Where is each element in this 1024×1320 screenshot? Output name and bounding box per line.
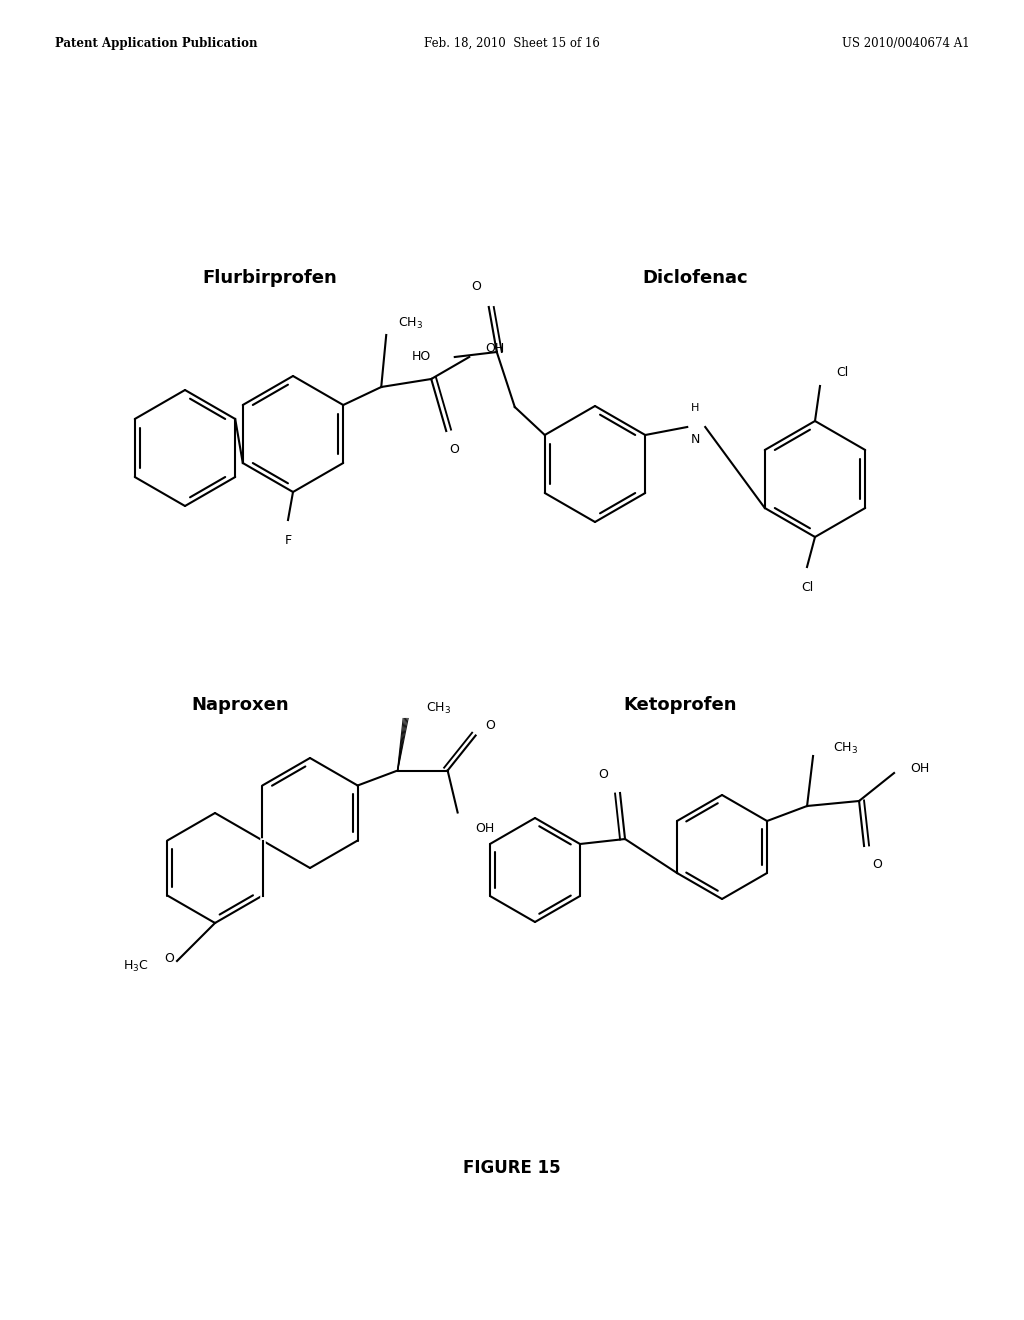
Text: Feb. 18, 2010  Sheet 15 of 16: Feb. 18, 2010 Sheet 15 of 16 bbox=[424, 37, 600, 50]
Text: H: H bbox=[691, 403, 699, 413]
Text: CH$_3$: CH$_3$ bbox=[426, 701, 451, 715]
Text: Cl: Cl bbox=[801, 581, 813, 594]
Text: Cl: Cl bbox=[836, 366, 848, 379]
Text: O: O bbox=[450, 444, 459, 455]
Text: FIGURE 15: FIGURE 15 bbox=[463, 1159, 561, 1177]
Text: O: O bbox=[872, 858, 882, 871]
Text: Ketoprofen: Ketoprofen bbox=[624, 696, 736, 714]
Text: CH$_3$: CH$_3$ bbox=[834, 741, 858, 755]
Text: OH: OH bbox=[475, 822, 495, 836]
Text: CH$_3$: CH$_3$ bbox=[398, 315, 423, 330]
Text: OH: OH bbox=[910, 762, 930, 775]
Text: N: N bbox=[690, 433, 700, 446]
Text: H$_3$C: H$_3$C bbox=[124, 958, 150, 974]
Text: F: F bbox=[285, 535, 292, 546]
Text: Naproxen: Naproxen bbox=[191, 696, 289, 714]
Text: Flurbirprofen: Flurbirprofen bbox=[203, 269, 337, 286]
Text: O: O bbox=[164, 953, 174, 965]
Text: O: O bbox=[485, 719, 496, 733]
Text: Diclofenac: Diclofenac bbox=[642, 269, 748, 286]
Text: HO: HO bbox=[412, 351, 431, 363]
Text: O: O bbox=[471, 280, 481, 293]
Text: US 2010/0040674 A1: US 2010/0040674 A1 bbox=[843, 37, 970, 50]
Text: Patent Application Publication: Patent Application Publication bbox=[55, 37, 257, 50]
Text: OH: OH bbox=[485, 342, 505, 355]
Text: O: O bbox=[598, 768, 608, 781]
